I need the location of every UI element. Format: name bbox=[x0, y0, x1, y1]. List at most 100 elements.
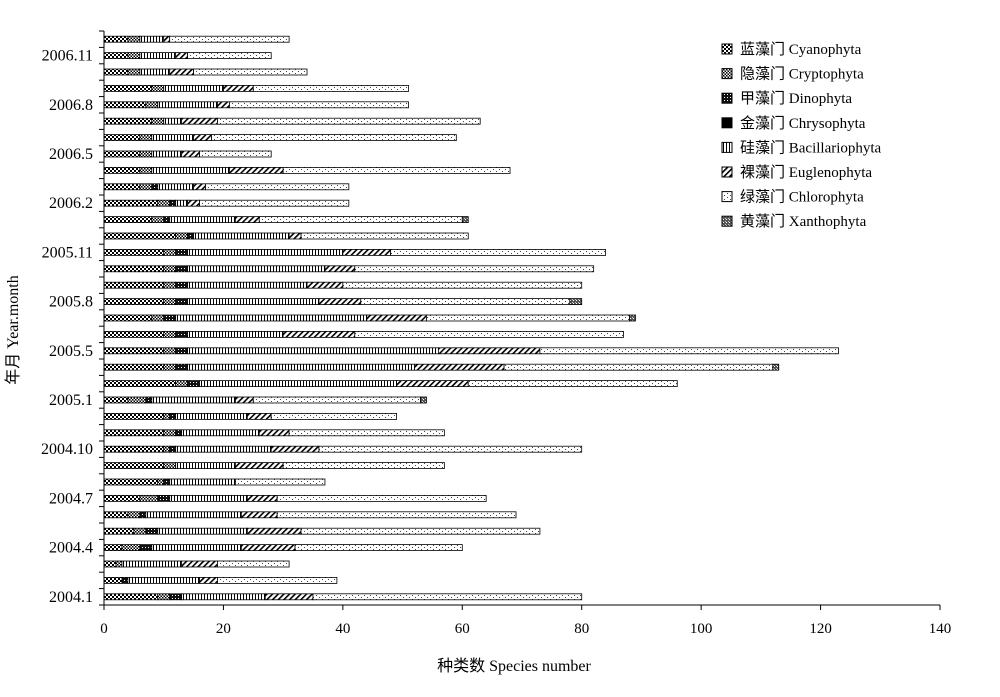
bar-segment-2006.7-s6 bbox=[217, 117, 481, 125]
y-axis-label: 年月 Year.month bbox=[4, 275, 22, 385]
x-tick-label: 80 bbox=[574, 621, 589, 637]
bar-segment-2004.10-s2 bbox=[169, 445, 177, 453]
bar-segment-2006.2-s2 bbox=[169, 199, 177, 207]
bar-segment-2005.10-s4 bbox=[187, 265, 326, 273]
bar-segment-2004.7-s0 bbox=[103, 494, 141, 502]
bar-segment-2005.8-s6 bbox=[360, 298, 571, 306]
bar-segment-2006.6-s4 bbox=[151, 134, 194, 142]
bar-segment-2005.7-s7 bbox=[629, 314, 636, 322]
x-tick-label: 60 bbox=[455, 621, 470, 637]
bar-segment-2005.7-s0 bbox=[103, 314, 153, 322]
bar-segment-2006.4-s1 bbox=[139, 166, 153, 174]
bar-segment-2005.4-s2 bbox=[175, 363, 189, 371]
bar-segment-2006.2-s6 bbox=[199, 199, 350, 207]
bar-segment-2005.12-s0 bbox=[103, 232, 177, 240]
y-tick-label: 2005.11 bbox=[42, 244, 93, 261]
bar-segment-2006.3-s6 bbox=[205, 183, 350, 191]
bar-segment-2004.11-s6 bbox=[288, 429, 445, 437]
bar-segment-2004.1-s1 bbox=[157, 593, 171, 601]
legend-swatch-dino bbox=[721, 92, 733, 104]
bar-segment-2005.6-s0 bbox=[103, 330, 165, 338]
bar-segment-2005.3-s0 bbox=[103, 380, 177, 388]
legend-swatch-chryso bbox=[721, 117, 733, 129]
bar-segment-2005.5-s5 bbox=[437, 347, 541, 355]
bar-segment-2006.1-s0 bbox=[103, 216, 153, 224]
bar-segment-2006.8-s1 bbox=[145, 101, 159, 109]
bar-segment-2004.7-s5 bbox=[246, 494, 278, 502]
bar-segment-2004.5-s1 bbox=[133, 527, 147, 535]
bar-segment-2005.7-s5 bbox=[366, 314, 427, 322]
bar-segment-2004.8-s4 bbox=[169, 478, 236, 486]
bar-segment-2004.11-s5 bbox=[258, 429, 290, 437]
bar-segment-2004.8-s0 bbox=[103, 478, 159, 486]
bar-segment-2005.7-s6 bbox=[426, 314, 630, 322]
legend-label: 黄藻门 Xanthophyta bbox=[740, 213, 867, 230]
bar-segment-2006.1-s1 bbox=[151, 216, 165, 224]
bar-segment-2006.5-s4 bbox=[151, 150, 183, 158]
x-ticks-layer: 0 20 40 60 80 100 120 140 bbox=[100, 605, 951, 637]
bar-segment-2004.5-s6 bbox=[300, 527, 541, 535]
bar-segment-2006.3-s4 bbox=[157, 183, 194, 191]
bar-segment-2006.7-s4 bbox=[163, 117, 183, 125]
bar-segment-2006.2-s1 bbox=[157, 199, 171, 207]
bar-segment-2005.1-s5 bbox=[234, 396, 254, 404]
bar-segment-2006.5-s6 bbox=[199, 150, 272, 158]
bar-segment-2004.5-s0 bbox=[103, 527, 135, 535]
bar-segment-2005.12-s2 bbox=[187, 232, 194, 240]
bar-segment-2005.1-s2 bbox=[145, 396, 153, 404]
bar-segment-2004.3-s4 bbox=[121, 560, 183, 568]
bar-segment-2004.12-s4 bbox=[175, 412, 248, 420]
bar-segment-2006.4-s4 bbox=[151, 166, 230, 174]
bar-segment-2004.9-s1 bbox=[163, 462, 177, 470]
bar-segment-2006.10-s0 bbox=[103, 68, 129, 76]
legend-label: 裸藻门 Euglenophyta bbox=[740, 164, 872, 181]
bar-segment-2005.1-s1 bbox=[127, 396, 147, 404]
bar-segment-2004.7-s4 bbox=[169, 494, 248, 502]
legend-swatch-eugleno bbox=[721, 166, 733, 178]
bar-segment-2004.6-s4 bbox=[145, 511, 242, 519]
bar-segment-2004.12-s0 bbox=[103, 412, 165, 420]
bar-segment-2006.7-s1 bbox=[151, 117, 165, 125]
bar-segment-2005.8-s1 bbox=[163, 298, 177, 306]
bar-segment-2004.1-s0 bbox=[103, 593, 159, 601]
x-tick-label: 140 bbox=[929, 621, 952, 637]
bar-segment-2004.4-s1 bbox=[121, 544, 141, 551]
bar-segment-2006.6-s1 bbox=[139, 134, 153, 142]
bar-segment-2005.4-s0 bbox=[103, 363, 165, 371]
y-tick-label: 2004.10 bbox=[41, 441, 93, 458]
bar-segment-2005.8-s0 bbox=[103, 298, 165, 306]
bars-layer bbox=[103, 35, 839, 601]
bar-segment-2006.4-s0 bbox=[103, 166, 141, 174]
bar-segment-2004.7-s6 bbox=[276, 494, 487, 502]
bar-segment-2006.12-s0 bbox=[103, 35, 129, 43]
bar-segment-2004.8-s6 bbox=[234, 478, 326, 486]
bar-segment-2005.1-s0 bbox=[103, 396, 129, 404]
bar-segment-2004.9-s6 bbox=[282, 462, 445, 470]
bar-segment-2005.4-s1 bbox=[163, 363, 177, 371]
bar-segment-2004.9-s5 bbox=[234, 462, 284, 470]
bar-segment-2005.5-s1 bbox=[163, 347, 177, 355]
y-tick-label: 2004.7 bbox=[49, 490, 93, 507]
y-tick-label: 2006.5 bbox=[49, 146, 93, 163]
bar-segment-2004.11-s2 bbox=[175, 429, 183, 437]
bar-segment-2005.9-s4 bbox=[187, 281, 308, 289]
bar-segment-2005.1-s4 bbox=[151, 396, 236, 404]
bar-segment-2006.8-s6 bbox=[228, 101, 409, 109]
bar-segment-2004.12-s2 bbox=[169, 412, 177, 420]
bar-segment-2004.3-s5 bbox=[181, 560, 218, 568]
bar-segment-2005.9-s5 bbox=[306, 281, 344, 289]
legend-label: 甲藻门 Dinophyta bbox=[740, 90, 852, 107]
bar-segment-2005.3-s1 bbox=[175, 380, 189, 388]
bar-segment-2004.4-s0 bbox=[103, 544, 123, 551]
bar-segment-2005.7-s2 bbox=[163, 314, 177, 322]
bar-segment-2005.9-s2 bbox=[175, 281, 189, 289]
bar-segment-2005.11-s6 bbox=[390, 248, 607, 256]
bar-segment-2006.5-s0 bbox=[103, 150, 141, 158]
bar-segment-2005.8-s2 bbox=[175, 298, 189, 306]
bar-segment-2004.5-s4 bbox=[157, 527, 248, 535]
bar-segment-2006.6-s0 bbox=[103, 134, 141, 142]
bar-segment-2006.6-s5 bbox=[193, 134, 212, 142]
y-tick-label: 2004.4 bbox=[49, 540, 93, 557]
bar-segment-2005.12-s1 bbox=[175, 232, 189, 240]
bar-segment-2005.4-s4 bbox=[187, 363, 415, 371]
